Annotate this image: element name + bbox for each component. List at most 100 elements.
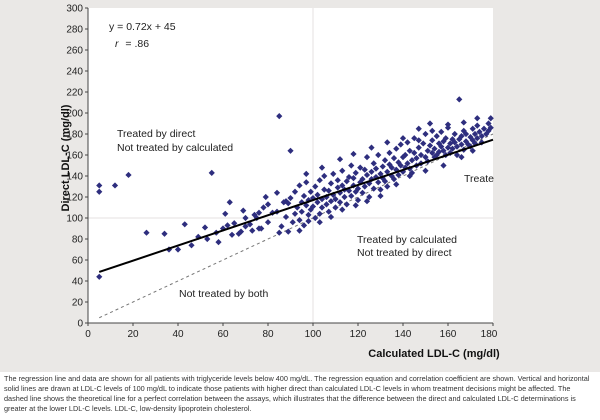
data-point [273, 189, 281, 196]
y-tick-label: 60 [72, 256, 84, 267]
data-point [413, 155, 420, 162]
y-tick-label: 180 [66, 130, 83, 141]
data-point [240, 207, 247, 214]
data-point [368, 168, 375, 175]
data-point [444, 121, 452, 128]
data-point [377, 170, 384, 177]
x-tick-label: 80 [262, 329, 274, 340]
data-point [415, 144, 422, 151]
data-point [404, 139, 411, 146]
y-tick-label: 80 [72, 235, 84, 246]
data-point [476, 128, 483, 135]
data-point [262, 193, 269, 201]
data-point [462, 130, 470, 138]
data-point [469, 125, 476, 132]
data-point [460, 119, 467, 126]
data-point [285, 228, 292, 235]
correlation-symbol: r [115, 38, 119, 50]
data-point [426, 142, 434, 149]
y-tick-label: 240 [66, 67, 83, 78]
data-point [458, 154, 465, 161]
data-point [285, 200, 292, 207]
data-point [431, 145, 438, 152]
data-point [384, 168, 391, 175]
axes [87, 8, 493, 324]
data-point [354, 197, 362, 204]
data-point [334, 177, 341, 184]
data-point [388, 164, 395, 171]
annotation-direct-only-line2: Not treated by calculated [117, 142, 233, 154]
data-point [327, 213, 335, 221]
data-point [474, 122, 481, 129]
data-point [242, 223, 249, 230]
data-point [125, 171, 132, 179]
data-point [354, 185, 362, 192]
data-point [264, 201, 272, 208]
data-point [359, 189, 366, 196]
data-point [222, 210, 229, 217]
data-point [474, 115, 481, 122]
data-point [282, 213, 290, 221]
data-point [228, 231, 236, 238]
y-axis-label: Direct LDL-C (mg/dl) [60, 104, 72, 211]
data-point [384, 183, 391, 190]
data-point [201, 224, 209, 231]
identity-line-path [99, 133, 494, 319]
data-point [291, 210, 299, 217]
data-point [420, 140, 427, 147]
data-point [260, 204, 267, 211]
data-point [96, 273, 103, 280]
data-point [305, 211, 312, 218]
y-tick-label: 160 [66, 151, 83, 162]
data-point [323, 201, 330, 208]
data-point [384, 139, 391, 146]
data-point [312, 214, 319, 222]
y-tick-label: 260 [66, 46, 83, 57]
annotation-calculated-only-line2: Not treated by direct [357, 247, 452, 259]
data-point [379, 163, 386, 170]
data-point [375, 151, 382, 159]
data-point [343, 178, 350, 185]
data-point [444, 124, 452, 131]
data-point [397, 141, 404, 148]
data-point [361, 183, 368, 190]
x-tick-label: 0 [85, 329, 91, 340]
threshold-lines [88, 8, 493, 323]
data-point [458, 133, 465, 140]
data-point [334, 184, 341, 191]
data-point [386, 149, 393, 156]
data-point [339, 206, 346, 213]
data-point [397, 162, 404, 169]
data-point [345, 173, 353, 181]
data-point [363, 154, 371, 161]
data-point [415, 125, 422, 132]
data-point [363, 171, 371, 179]
data-point [339, 182, 346, 189]
data-point [433, 133, 440, 140]
data-point [287, 194, 294, 202]
data-point [300, 222, 308, 229]
data-point [363, 198, 371, 205]
data-point [480, 125, 488, 132]
data-point [224, 222, 231, 229]
data-point [438, 143, 445, 150]
y-axis-ticks: 0 20 40 60 80 100 120 140 160 180 200 220 240 260 280 3… [66, 4, 88, 330]
data-point [350, 150, 357, 158]
data-point [96, 182, 103, 189]
data-point [296, 227, 303, 234]
data-point [341, 193, 348, 201]
data-point [231, 220, 238, 227]
data-point [303, 179, 310, 186]
data-point [237, 228, 245, 235]
data-point [435, 148, 443, 155]
data-point [487, 124, 494, 131]
data-point [381, 178, 389, 185]
data-point [469, 147, 476, 154]
y-tick-label: 40 [72, 277, 84, 288]
data-point [325, 187, 332, 194]
data-point [226, 199, 233, 206]
data-point [181, 221, 188, 228]
data-point [161, 230, 168, 237]
data-point [415, 137, 422, 144]
x-tick-label: 60 [217, 329, 229, 340]
